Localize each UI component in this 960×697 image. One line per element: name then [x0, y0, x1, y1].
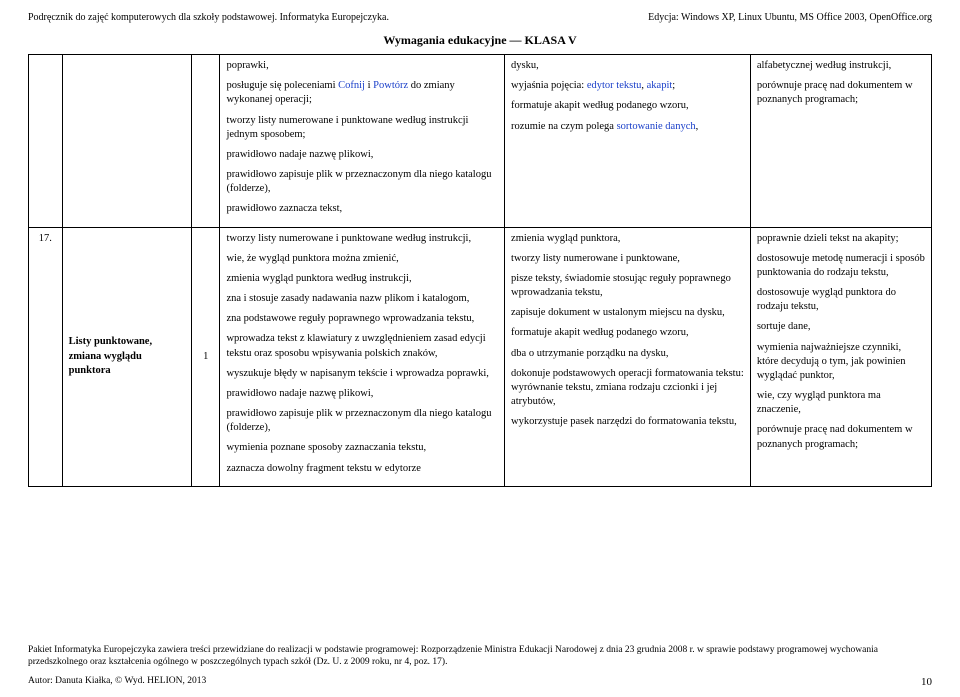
list-item: formatuje akapit według podanego wzoru,: [511, 326, 744, 340]
list-item: zaznacza dowolny fragment tekstu w edyto…: [226, 462, 498, 476]
cell-num-cont: [29, 55, 63, 228]
list-item: zna i stosuje zasady nadawania nazw plik…: [226, 292, 498, 306]
list-item: rozumie na czym polega sortowanie danych…: [511, 120, 744, 134]
list-item: prawidłowo zapisuje plik w przeznaczonym…: [226, 168, 498, 196]
cell-topic-cont: [62, 55, 191, 228]
list-item: zapisuje dokument w ustalonym miejscu na…: [511, 306, 744, 320]
list-item: wprowadza tekst z klawiatury z uwzględni…: [226, 332, 498, 360]
list-item: sortuje dane,: [757, 320, 925, 334]
list-item: dostosowuje metodę numeracji i sposób pu…: [757, 252, 925, 280]
list-item: prawidłowo zaznacza tekst,: [226, 202, 498, 216]
cell-colC: poprawnie dzieli tekst na akapity; dostos…: [750, 227, 931, 486]
list-item: zna podstawowe reguły poprawnego wprowad…: [226, 312, 498, 326]
cell-colA-cont: poprawki, posługuje się poleceniami Cofni…: [220, 55, 505, 228]
header-right: Edycja: Windows XP, Linux Ubuntu, MS Off…: [648, 12, 932, 23]
list-item: tworzy listy numerowane i punktowane wed…: [226, 114, 498, 142]
cell-hours-cont: [191, 55, 219, 228]
cell-num: 17.: [29, 227, 63, 486]
list-item: dokonuje podstawowych operacji formatowa…: [511, 367, 744, 410]
list-item: alfabetycznej według instrukcji,: [757, 59, 925, 73]
list-item: zmienia wygląd punktora,: [511, 232, 744, 246]
list-item: wykorzystuje pasek narzędzi do formatowa…: [511, 415, 744, 429]
cell-hours: 1: [191, 227, 219, 486]
cell-colB-cont: dysku, wyjaśnia pojęcia: edytor tekstu, a…: [505, 55, 751, 228]
list-item: prawidłowo zapisuje plik w przeznaczonym…: [226, 407, 498, 435]
list-item: dostosowuje wygląd punktora do rodzaju t…: [757, 286, 925, 314]
list-item: poprawki,: [226, 59, 498, 73]
page-header: Podręcznik do zajęć komputerowych dla sz…: [28, 12, 932, 23]
page-number: 10: [921, 675, 932, 689]
table-row: 17. Listy punktowane, zmiana wyglądu pun…: [29, 227, 932, 486]
list-item: porównuje pracę nad dokumentem w poznany…: [757, 79, 925, 107]
list-item: wymienia poznane sposoby zaznaczania tek…: [226, 441, 498, 455]
list-item: dba o utrzymanie porządku na dysku,: [511, 347, 744, 361]
cell-colB: zmienia wygląd punktora, tworzy listy num…: [505, 227, 751, 486]
page-footer: Pakiet Informatyka Europejczyka zawiera …: [28, 644, 932, 689]
list-item: wyjaśnia pojęcia: edytor tekstu, akapit;: [511, 79, 744, 93]
cell-topic: Listy punktowane, zmiana wyglądu punktor…: [62, 227, 191, 486]
footer-citation: Pakiet Informatyka Europejczyka zawiera …: [28, 644, 932, 669]
list-item: tworzy listy numerowane i punktowane wed…: [226, 232, 498, 246]
list-item: poprawnie dzieli tekst na akapity;: [757, 232, 925, 246]
requirements-table: poprawki, posługuje się poleceniami Cofni…: [28, 54, 932, 487]
list-item: wie, że wygląd punktora można zmienić,: [226, 252, 498, 266]
list-item: formatuje akapit według podanego wzoru,: [511, 99, 744, 113]
list-item: posługuje się poleceniami Cofnij i Powtó…: [226, 79, 498, 107]
list-item: zmienia wygląd punktora według instrukcj…: [226, 272, 498, 286]
page-title: Wymagania edukacyjne — KLASA V: [28, 33, 932, 48]
header-left: Podręcznik do zajęć komputerowych dla sz…: [28, 12, 389, 23]
footer-author: Autor: Danuta Kiałka, © Wyd. HELION, 201…: [28, 675, 206, 689]
list-item: tworzy listy numerowane i punktowane,: [511, 252, 744, 266]
table-row-continuation: poprawki, posługuje się poleceniami Cofni…: [29, 55, 932, 228]
list-item: prawidłowo nadaje nazwę plikowi,: [226, 387, 498, 401]
list-item: wyszukuje błędy w napisanym tekście i wp…: [226, 367, 498, 381]
cell-colC-cont: alfabetycznej według instrukcji, porównuj…: [750, 55, 931, 228]
list-item: prawidłowo nadaje nazwę plikowi,: [226, 148, 498, 162]
list-item: dysku,: [511, 59, 744, 73]
list-item: pisze teksty, świadomie stosując reguły …: [511, 272, 744, 300]
list-item: wie, czy wygląd punktora ma znaczenie,: [757, 389, 925, 417]
list-item: wymienia najważniejsze czynniki, które d…: [757, 341, 925, 384]
list-item: porównuje pracę nad dokumentem w poznany…: [757, 423, 925, 451]
cell-colA: tworzy listy numerowane i punktowane wed…: [220, 227, 505, 486]
